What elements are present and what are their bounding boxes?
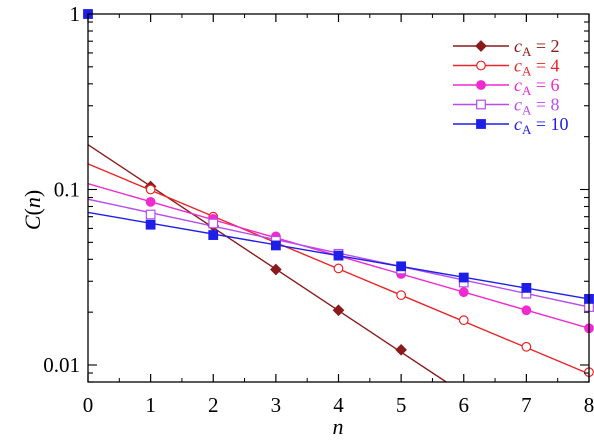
legend: cA = 2cA = 4cA = 6cA = 8cA = 10 [453, 36, 569, 137]
data-point-series-1 [395, 343, 407, 356]
legend-marker [476, 80, 486, 90]
x-tick-label: 2 [208, 393, 219, 417]
legend-marker [476, 60, 486, 71]
x-tick-label: 1 [145, 393, 156, 417]
x-tick-label: 0 [83, 393, 94, 417]
fit-line-series-1 [88, 144, 447, 382]
legend-label: cA = 8 [514, 95, 560, 118]
fit-lines [88, 144, 589, 382]
legend-label: cA = 6 [514, 75, 560, 98]
data-point-series-3 [145, 196, 156, 207]
x-tick-label: 8 [584, 393, 594, 417]
legend-label: cA = 4 [514, 56, 560, 79]
legend-marker [476, 99, 486, 110]
x-tick-label: 4 [333, 393, 344, 417]
data-point-series-4 [208, 218, 219, 229]
legend-marker [475, 40, 487, 52]
data-point-series-1 [270, 263, 282, 276]
axes [87, 13, 590, 383]
data-point-series-5 [270, 240, 281, 251]
x-axis-title: n [333, 414, 344, 439]
legend-label: cA = 2 [514, 36, 560, 59]
x-tick-label: 3 [271, 393, 282, 417]
data-point-series-5 [208, 230, 219, 240]
legend-marker [476, 119, 486, 129]
y-tick-label: 1 [70, 2, 81, 26]
data-point-series-5 [145, 219, 156, 230]
x-tick-label: 6 [459, 393, 470, 417]
data-point-series-5 [458, 272, 469, 283]
data-point-series-2 [145, 184, 156, 195]
data-point-series-5 [521, 282, 532, 293]
data-point-series-2 [521, 341, 532, 352]
y-tick-label: 0.01 [43, 353, 80, 377]
data-point-series-2 [396, 290, 407, 301]
data-markers [83, 9, 594, 378]
data-point-series-5 [333, 250, 344, 261]
data-point-series-2 [333, 263, 344, 274]
data-point-series-2 [458, 315, 469, 326]
data-point-series-3 [458, 287, 469, 298]
x-tick-label: 7 [521, 393, 532, 417]
data-point-series-5 [396, 261, 407, 272]
data-point-series-1 [332, 304, 345, 317]
y-tick-label: 0.1 [54, 177, 80, 201]
legend-label: cA = 10 [514, 114, 569, 137]
data-point-series-4 [145, 209, 156, 220]
tick-labels: 0 1 2 3 4 5 6 7 8 0.01 0.1 1 [43, 2, 594, 417]
y-axis-title: C(n) [20, 190, 45, 230]
x-tick-label: 5 [396, 393, 407, 417]
data-point-series-3 [521, 305, 532, 316]
